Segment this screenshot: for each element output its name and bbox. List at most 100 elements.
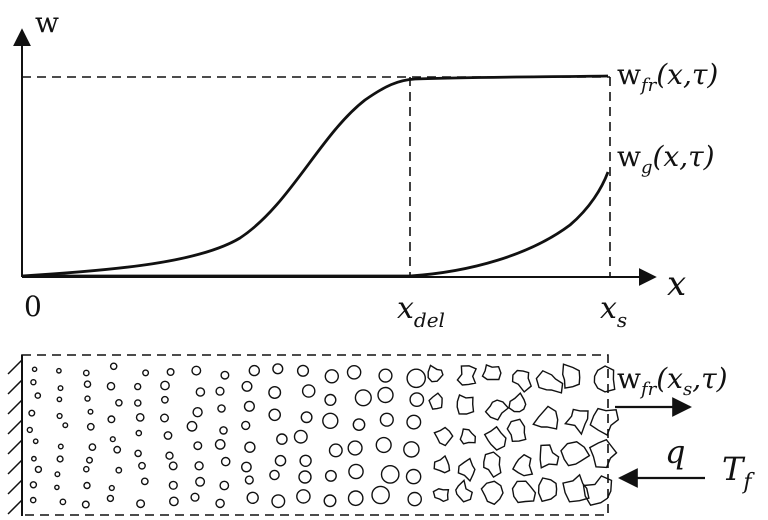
bubble <box>134 449 142 458</box>
bubble <box>246 491 259 504</box>
irregular-cell <box>456 394 475 415</box>
bubble <box>166 368 175 377</box>
bubble <box>56 412 63 420</box>
bubble <box>56 396 63 403</box>
bubble <box>83 380 92 389</box>
x-s-main: x <box>600 291 617 326</box>
x-del-label: xdel <box>397 291 445 332</box>
x-del-main: x <box>397 291 414 326</box>
bubble <box>301 384 316 398</box>
bubble <box>34 465 43 474</box>
bubble <box>31 366 38 373</box>
bubble <box>138 461 146 470</box>
irregular-cell <box>511 453 534 477</box>
bubble <box>88 443 97 451</box>
bubble <box>160 395 169 404</box>
heat-flux-label: q <box>665 433 685 471</box>
irregular-cell <box>588 438 618 469</box>
bubble <box>272 363 284 375</box>
bubble <box>241 380 253 392</box>
out-args: (x <box>656 362 683 395</box>
irregular-cell <box>484 399 510 421</box>
irregular-cell <box>483 425 507 451</box>
bubble <box>406 414 422 430</box>
irregular-cell <box>459 428 477 445</box>
bubble <box>219 480 230 491</box>
bubble <box>26 426 33 434</box>
irregular-cell <box>532 405 559 430</box>
out-args-sub: s <box>683 379 692 400</box>
bubble <box>348 463 364 480</box>
x-s-sub: s <box>617 308 627 332</box>
bubble <box>83 465 90 473</box>
bubble <box>324 393 337 407</box>
bubble <box>220 370 230 380</box>
bubble <box>163 431 173 440</box>
out-w: w <box>617 362 641 395</box>
bubble <box>407 491 423 507</box>
bubble <box>244 441 256 453</box>
bubble <box>191 365 202 376</box>
w-g-w: w <box>617 140 641 173</box>
bubble <box>133 382 142 391</box>
x-s-label: xs <box>600 291 627 332</box>
bubble <box>136 499 146 509</box>
irregular-cell <box>582 475 613 507</box>
bubble <box>54 471 61 478</box>
bubble <box>296 364 310 377</box>
irregular-cell <box>539 444 560 469</box>
bubble <box>347 440 363 456</box>
bubble <box>86 422 95 431</box>
bubble <box>54 484 60 491</box>
bubble <box>193 441 203 451</box>
bubble <box>217 404 226 413</box>
bubble <box>108 484 115 492</box>
out-sub: fr <box>639 379 658 400</box>
bubble <box>135 429 143 437</box>
bubble <box>32 438 39 445</box>
irregular-cell <box>562 473 590 503</box>
bubble <box>168 461 178 471</box>
bubble <box>271 494 286 509</box>
x-axis-label: x <box>667 264 686 304</box>
bubble <box>299 454 312 467</box>
w-fr-w: w <box>617 58 641 91</box>
bubble <box>371 485 390 505</box>
irregular-cell <box>535 369 564 394</box>
bubble <box>274 454 287 467</box>
irregular-cell <box>483 451 502 479</box>
bubble <box>406 368 427 389</box>
bubble <box>168 480 178 490</box>
bubble <box>81 500 90 509</box>
bubble <box>29 481 38 489</box>
irregular-cell <box>455 479 474 503</box>
bubble <box>276 433 288 445</box>
bubble <box>57 443 64 450</box>
plot: w 0 x xdel xs wfr(x,τ) wg(x,τ) <box>12 6 718 332</box>
irregular-cell <box>433 454 451 474</box>
sample-boundary <box>21 354 609 516</box>
bubble <box>31 455 37 462</box>
curve-w-fr <box>21 74 609 278</box>
irregular-cell <box>561 363 581 389</box>
bubble <box>142 369 150 377</box>
bubble <box>248 364 261 377</box>
out-args-end: ,τ) <box>692 362 727 395</box>
bubble <box>347 490 364 507</box>
y-axis-label: w <box>35 6 59 39</box>
bubble <box>322 412 339 429</box>
irregular-cell <box>593 365 616 393</box>
irregular-cell <box>506 418 527 443</box>
bubble <box>354 389 372 407</box>
irregular-cell <box>480 480 504 506</box>
bubble <box>160 380 170 391</box>
wall-hatching <box>7 359 23 515</box>
irregular-cell <box>428 392 443 410</box>
bubble <box>82 369 90 377</box>
bubble <box>268 386 282 400</box>
irregular-cell <box>511 369 533 393</box>
temperature-label: Tf <box>722 450 755 495</box>
irregular-cell <box>537 477 558 503</box>
bubble <box>219 426 228 435</box>
